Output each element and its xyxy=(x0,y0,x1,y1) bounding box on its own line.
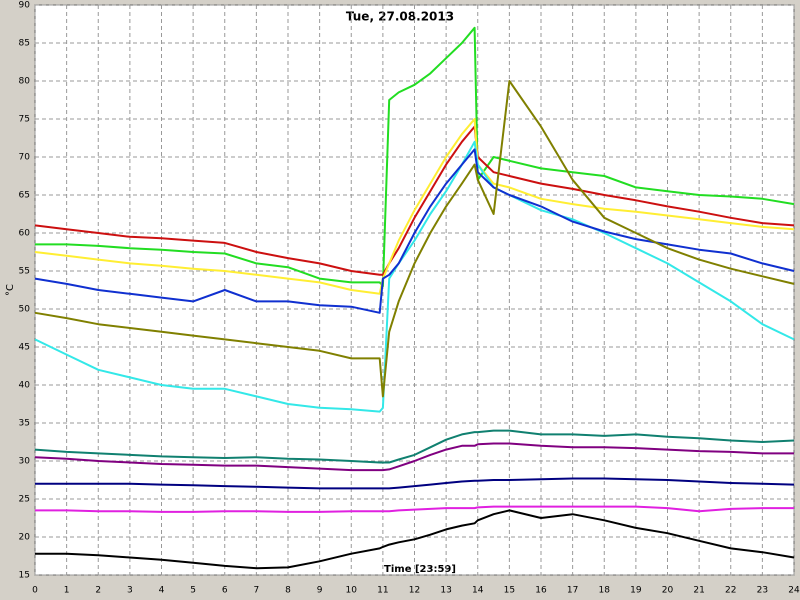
y-tick-label: 15 xyxy=(19,571,30,581)
x-tick-label: 19 xyxy=(630,586,642,596)
x-tick-label: 3 xyxy=(127,586,133,596)
x-tick-label: 6 xyxy=(222,586,228,596)
y-tick-label: 90 xyxy=(19,1,31,11)
x-tick-label: 22 xyxy=(725,586,736,596)
y-tick-label: 70 xyxy=(19,153,31,163)
x-tick-label: 8 xyxy=(285,586,291,596)
y-tick-label: 85 xyxy=(19,39,30,49)
x-tick-label: 4 xyxy=(159,586,165,596)
series-line xyxy=(34,118,795,295)
series-line xyxy=(34,125,795,276)
x-axis-label: Time [23:59] xyxy=(384,564,456,575)
x-tick-label: 5 xyxy=(190,586,196,596)
y-tick-label: 65 xyxy=(19,191,30,201)
x-tick-label: 24 xyxy=(788,586,800,596)
y-tick-label: 60 xyxy=(19,229,31,239)
x-tick-label: 10 xyxy=(346,586,358,596)
y-tick-label: 80 xyxy=(19,77,31,87)
series-line xyxy=(34,140,795,413)
x-tick-label: 14 xyxy=(472,586,484,596)
x-tick-label: 9 xyxy=(317,586,323,596)
x-tick-label: 15 xyxy=(504,586,515,596)
x-tick-label: 11 xyxy=(377,586,388,596)
x-tick-label: 21 xyxy=(693,586,704,596)
y-tick-label: 35 xyxy=(19,419,30,429)
y-tick-label: 50 xyxy=(19,305,31,315)
x-tick-label: 16 xyxy=(535,586,547,596)
x-tick-label: 12 xyxy=(409,586,420,596)
series-line xyxy=(35,505,794,513)
x-tick-label: 18 xyxy=(599,586,611,596)
series-line xyxy=(35,509,795,570)
x-tick-label: 0 xyxy=(32,586,38,596)
x-tick-label: 20 xyxy=(662,586,674,596)
series-line xyxy=(34,148,795,314)
y-tick-label: 75 xyxy=(19,115,30,125)
series-line xyxy=(35,26,795,288)
series-line xyxy=(34,442,794,472)
y-tick-label: 25 xyxy=(19,495,30,505)
y-tick-label: 20 xyxy=(19,533,31,543)
x-tick-label: 13 xyxy=(440,586,451,596)
series-line xyxy=(34,429,795,464)
chart-title: Tue, 27.08.2013 xyxy=(346,10,454,24)
series-line xyxy=(35,477,795,490)
y-tick-label: 30 xyxy=(19,457,31,467)
y-axis-label: °C xyxy=(5,284,16,296)
x-tick-label: 2 xyxy=(95,586,101,596)
y-tick-label: 45 xyxy=(19,343,30,353)
y-tick-label: 40 xyxy=(19,381,31,391)
x-tick-label: 23 xyxy=(757,586,768,596)
y-tick-label: 55 xyxy=(19,267,30,277)
series-line xyxy=(34,80,795,398)
x-tick-label: 1 xyxy=(64,586,70,596)
x-tick-label: 17 xyxy=(567,586,578,596)
x-tick-label: 7 xyxy=(254,586,260,596)
